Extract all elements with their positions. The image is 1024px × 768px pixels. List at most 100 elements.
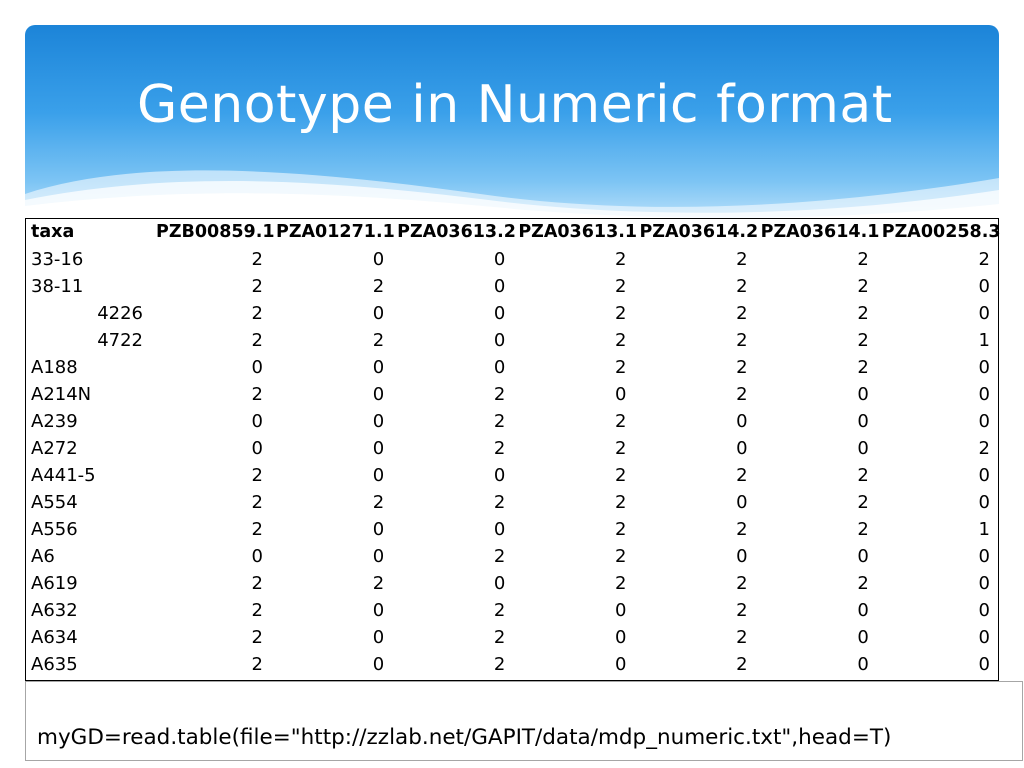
genotype-cell: 2: [857, 492, 869, 513]
title-banner: Genotype in Numeric format: [25, 25, 999, 220]
genotype-cell: 0: [372, 627, 385, 648]
genotype-cell: 0: [857, 654, 869, 675]
genotype-cell: 0: [372, 357, 385, 378]
genotype-cell: 2: [736, 249, 748, 270]
table-body: 33-16 2 0 0 2 2 2 2 38-11 2 2 0 2 2 2 0 4226 2 0 0 2 2 2 0 4722 2…: [26, 246, 998, 678]
genotype-cell: 0: [615, 384, 627, 405]
genotype-cell: 2: [857, 330, 869, 351]
genotype-cell: 2: [615, 492, 627, 513]
genotype-cell: 2: [615, 573, 627, 594]
genotype-cell: 2: [736, 519, 748, 540]
genotype-cell: 2: [736, 654, 748, 675]
genotype-cell: 1: [978, 330, 990, 351]
genotype-cell: 2: [615, 276, 627, 297]
genotype-cell: 2: [251, 492, 263, 513]
genotype-cell: 0: [857, 546, 869, 567]
genotype-cell: 2: [372, 276, 385, 297]
genotype-cell: 2: [251, 573, 263, 594]
taxa-cell: 4226: [97, 303, 143, 324]
table-row: A554 2 2 2 2 0 2 0: [26, 489, 998, 516]
table-row: A272 0 0 2 2 0 0 2: [26, 435, 998, 462]
genotype-cell: 0: [978, 465, 990, 486]
table-row: A214N 2 0 2 0 2 0 0: [26, 381, 998, 408]
genotype-cell: 0: [857, 627, 869, 648]
taxa-cell: 38-11: [31, 276, 84, 297]
genotype-cell: 2: [615, 411, 627, 432]
genotype-cell: 2: [251, 654, 263, 675]
genotype-cell: 2: [615, 438, 627, 459]
table-row: A632 2 0 2 0 2 0 0: [26, 597, 998, 624]
genotype-cell: 0: [372, 600, 385, 621]
genotype-cell: 0: [372, 546, 385, 567]
genotype-cell: 0: [493, 357, 506, 378]
column-header: PZA00258.3: [881, 222, 1001, 242]
genotype-cell: 0: [978, 573, 990, 594]
taxa-cell: A554: [31, 492, 78, 513]
genotype-cell: 2: [493, 546, 506, 567]
genotype-cell: 0: [978, 384, 990, 405]
genotype-cell: 2: [251, 330, 263, 351]
genotype-cell: 2: [615, 357, 627, 378]
genotype-cell: 0: [615, 600, 627, 621]
column-header: PZA03613.2: [397, 222, 516, 242]
genotype-cell: 0: [372, 438, 385, 459]
genotype-cell: 2: [493, 438, 506, 459]
genotype-cell: 2: [251, 384, 263, 405]
taxa-cell: 33-16: [31, 249, 84, 270]
genotype-cell: 0: [372, 654, 385, 675]
table-row: A6 0 0 2 2 0 0 0: [26, 543, 998, 570]
table-row: A239 0 0 2 2 0 0 0: [26, 408, 998, 435]
genotype-cell: 2: [251, 276, 263, 297]
taxa-cell: A634: [31, 627, 78, 648]
genotype-cell: 0: [251, 411, 263, 432]
genotype-cell: 0: [978, 600, 990, 621]
genotype-cell: 0: [736, 546, 748, 567]
genotype-cell: 0: [978, 357, 990, 378]
genotype-cell: 0: [251, 357, 263, 378]
genotype-cell: 0: [978, 303, 990, 324]
genotype-cell: 0: [978, 276, 990, 297]
genotype-cell: 2: [251, 627, 263, 648]
genotype-cell: 2: [736, 276, 748, 297]
genotype-cell: 0: [493, 303, 506, 324]
genotype-cell: 2: [372, 492, 385, 513]
genotype-cell: 0: [493, 519, 506, 540]
genotype-cell: 0: [978, 492, 990, 513]
genotype-cell: 2: [857, 276, 869, 297]
taxa-cell: A6: [31, 546, 55, 567]
genotype-cell: 0: [857, 411, 869, 432]
genotype-cell: 0: [978, 411, 990, 432]
genotype-cell: 2: [857, 303, 869, 324]
taxa-cell: A632: [31, 600, 78, 621]
genotype-cell: 0: [372, 303, 385, 324]
genotype-table-container: taxa PZB00859.1 PZA01271.1 PZA03613.2 PZ…: [25, 218, 1001, 681]
genotype-cell: 2: [493, 627, 506, 648]
genotype-cell: 0: [615, 654, 627, 675]
genotype-cell: 0: [857, 600, 869, 621]
taxa-cell: A619: [31, 573, 78, 594]
genotype-cell: 2: [251, 519, 263, 540]
genotype-cell: 2: [736, 330, 748, 351]
genotype-cell: 0: [615, 627, 627, 648]
genotype-cell: 2: [857, 249, 869, 270]
taxa-cell: A556: [31, 519, 78, 540]
taxa-cell: A239: [31, 411, 78, 432]
column-header: PZA03614.1: [760, 222, 880, 242]
genotype-cell: 0: [372, 411, 385, 432]
genotype-cell: 2: [857, 465, 869, 486]
genotype-cell: 0: [251, 438, 263, 459]
genotype-cell: 2: [251, 303, 263, 324]
genotype-cell: 2: [736, 357, 748, 378]
taxa-cell: A441-5: [31, 465, 96, 486]
genotype-cell: 2: [615, 546, 627, 567]
column-header: PZA01271.1: [276, 222, 395, 242]
genotype-cell: 2: [978, 438, 990, 459]
genotype-cell: 2: [615, 330, 627, 351]
taxa-cell: A272: [31, 438, 78, 459]
genotype-cell: 0: [372, 249, 385, 270]
column-header: PZA03614.2: [639, 222, 759, 242]
column-header: taxa: [31, 222, 75, 242]
genotype-cell: 2: [736, 465, 748, 486]
genotype-cell: 2: [857, 573, 869, 594]
table-row: A556 2 0 0 2 2 2 1: [26, 516, 998, 543]
